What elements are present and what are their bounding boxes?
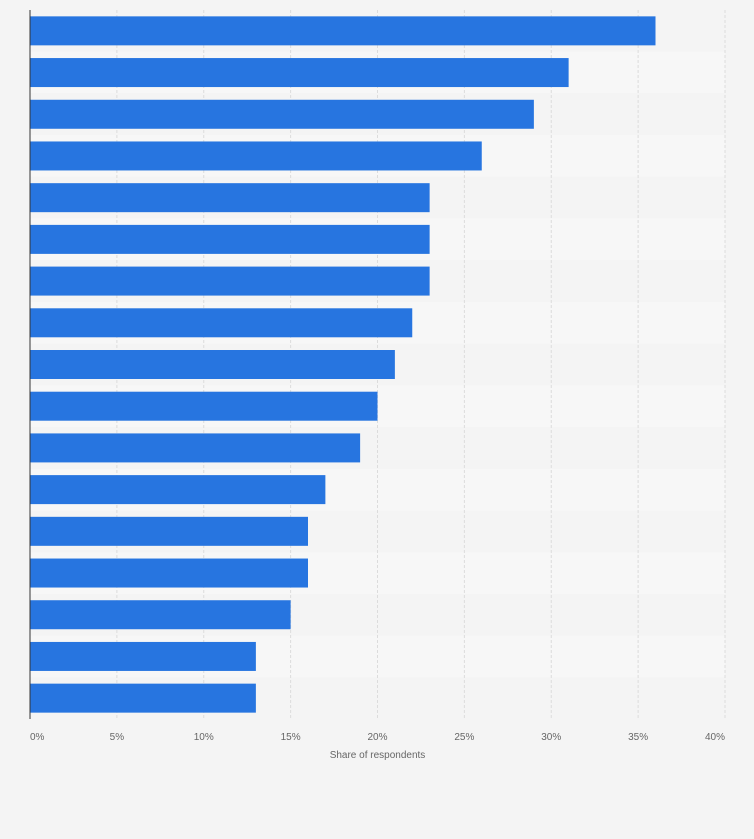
bar[interactable]	[30, 183, 430, 213]
x-tick-label: 10%	[194, 732, 214, 743]
bar[interactable]	[30, 58, 569, 88]
bar[interactable]	[30, 308, 413, 338]
x-tick-label: 30%	[541, 732, 561, 743]
bar[interactable]	[30, 641, 256, 671]
bars	[30, 16, 656, 713]
bar[interactable]	[30, 475, 326, 505]
x-tick-label: 0%	[30, 732, 45, 743]
x-tick-labels: 0% 5% 10% 15% 20% 25% 30% 35% 40%	[30, 732, 725, 743]
x-tick-label: 40%	[705, 732, 725, 743]
x-tick-label: 5%	[110, 732, 125, 743]
bar[interactable]	[30, 683, 256, 713]
bar[interactable]	[30, 558, 308, 588]
x-tick-label: 25%	[454, 732, 474, 743]
bar[interactable]	[30, 350, 395, 379]
x-axis-label: Share of respondents	[330, 750, 426, 761]
bar[interactable]	[30, 224, 430, 254]
bar[interactable]	[30, 99, 534, 129]
x-tick-label: 15%	[281, 732, 301, 743]
bar[interactable]	[30, 391, 378, 421]
bar[interactable]	[30, 266, 430, 296]
x-tick-label: 35%	[628, 732, 648, 743]
bar[interactable]	[30, 141, 482, 171]
bar[interactable]	[30, 516, 308, 546]
bar[interactable]	[30, 433, 361, 463]
bar[interactable]	[30, 16, 656, 46]
x-tick-label: 20%	[367, 732, 387, 743]
bar[interactable]	[30, 600, 291, 630]
